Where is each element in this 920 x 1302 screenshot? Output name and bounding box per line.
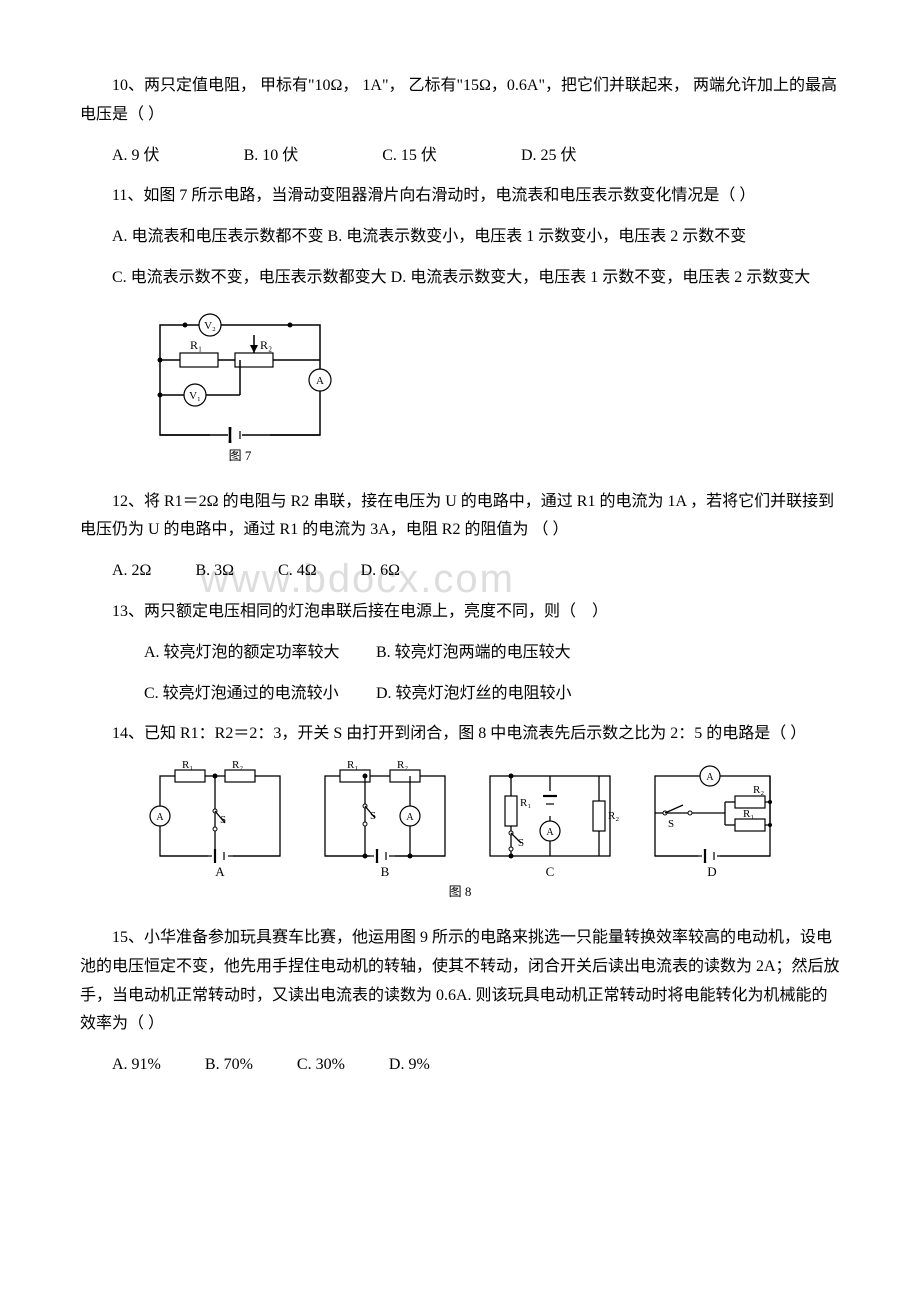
svg-text:R₁: R₁ [347,761,358,771]
q11-optAB: A. 电流表和电压表示数都不变 B. 电流表示数变小，电压表 1 示数变小，电压… [80,223,840,252]
q12-optA: A. 2Ω [112,562,151,579]
svg-text:R₂: R₂ [608,810,619,822]
svg-text:A: A [156,812,164,823]
q15-text: 15、小华准备参加玩具赛车比赛，他运用图 9 所示的电路来挑选一只能量转换效率较… [80,924,840,1039]
q13-optD: D. 较亮灯泡灯丝的电阻较小 [376,685,572,702]
svg-text:S: S [668,818,674,830]
q13-row2: C. 较亮灯泡通过的电流较小 D. 较亮灯泡灯丝的电阻较小 [80,680,840,709]
r1-label: R₁ [190,338,202,352]
v2-label: V₂ [204,320,216,332]
fig7-label: 图 7 [229,448,252,463]
svg-text:R₁: R₁ [520,797,531,809]
svg-text:R₂: R₂ [397,761,408,771]
svg-text:S: S [518,837,524,849]
fig8-label: 图 8 [449,884,472,899]
q12-optD: D. 6Ω [361,562,400,579]
q10-optB: B. 10 伏 [244,147,299,164]
q10-optA: A. 9 伏 [112,147,160,164]
q15-optD: D. 9% [389,1056,430,1073]
svg-text:A: A [406,812,414,823]
svg-text:D: D [707,864,716,879]
v1-label: V₁ [189,390,201,402]
a-label: A [316,375,324,387]
r2-label: R₂ [260,338,272,352]
q13-optB: B. 较亮灯泡两端的电压较大 [376,644,571,661]
q10-text: 10、两只定值电阻， 甲标有"10Ω， 1A"， 乙标有"15Ω，0.6A"，把… [80,72,840,130]
svg-text:R₁: R₁ [743,808,754,820]
q15-optB: B. 70% [205,1056,253,1073]
q11-text: 11、如图 7 所示电路，当滑动变阻器滑片向右滑动时，电流表和电压表示数变化情况… [80,182,840,211]
q10-options: A. 9 伏 B. 10 伏 C. 15 伏 D. 25 伏 [80,142,840,171]
q12-text: 12、将 R1＝2Ω 的电阻与 R2 串联，接在电压为 U 的电路中，通过 R1… [80,488,840,546]
q13-optC: C. 较亮灯泡通过的电流较小 [112,680,372,709]
svg-text:S: S [220,814,226,826]
svg-text:S: S [370,810,376,822]
q12-options: A. 2Ω B. 3Ω C. 4Ω D. 6Ω [80,557,840,586]
q14-text: 14、已知 R1：R2＝2：3，开关 S 由打开到闭合，图 8 中电流表先后示数… [80,720,840,749]
q13-optA: A. 较亮灯泡的额定功率较大 [112,639,372,668]
figure-7: V₂ R₁ R₂ V₁ A 图 7 [140,305,840,476]
q12-optB: B. 3Ω [195,562,234,579]
q13-text: 13、两只额定电压相同的灯泡串联后接在电源上，亮度不同，则（ ） [80,598,840,627]
q15-options: A. 91% B. 70% C. 30% D. 9% [80,1051,840,1080]
q10-optC: C. 15 伏 [382,147,437,164]
svg-text:R₁: R₁ [182,761,193,771]
q15-optC: C. 30% [297,1056,345,1073]
svg-text:A: A [215,864,225,879]
svg-text:B: B [381,864,390,879]
svg-text:A: A [546,827,554,838]
svg-text:R₂: R₂ [753,784,764,796]
svg-text:C: C [546,864,555,879]
figure-8: R₁ R₂ A S A R₁ R₂ S [140,761,840,912]
q12-optC: C. 4Ω [278,562,317,579]
q11-optCD: C. 电流表示数不变，电压表示数都变大 D. 电流表示数变大，电压表 1 示数不… [80,264,840,293]
q10-optD: D. 25 伏 [521,147,577,164]
q13-row1: A. 较亮灯泡的额定功率较大 B. 较亮灯泡两端的电压较大 [80,639,840,668]
svg-text:R₂: R₂ [232,761,243,771]
svg-text:A: A [706,772,714,783]
q15-optA: A. 91% [112,1056,161,1073]
